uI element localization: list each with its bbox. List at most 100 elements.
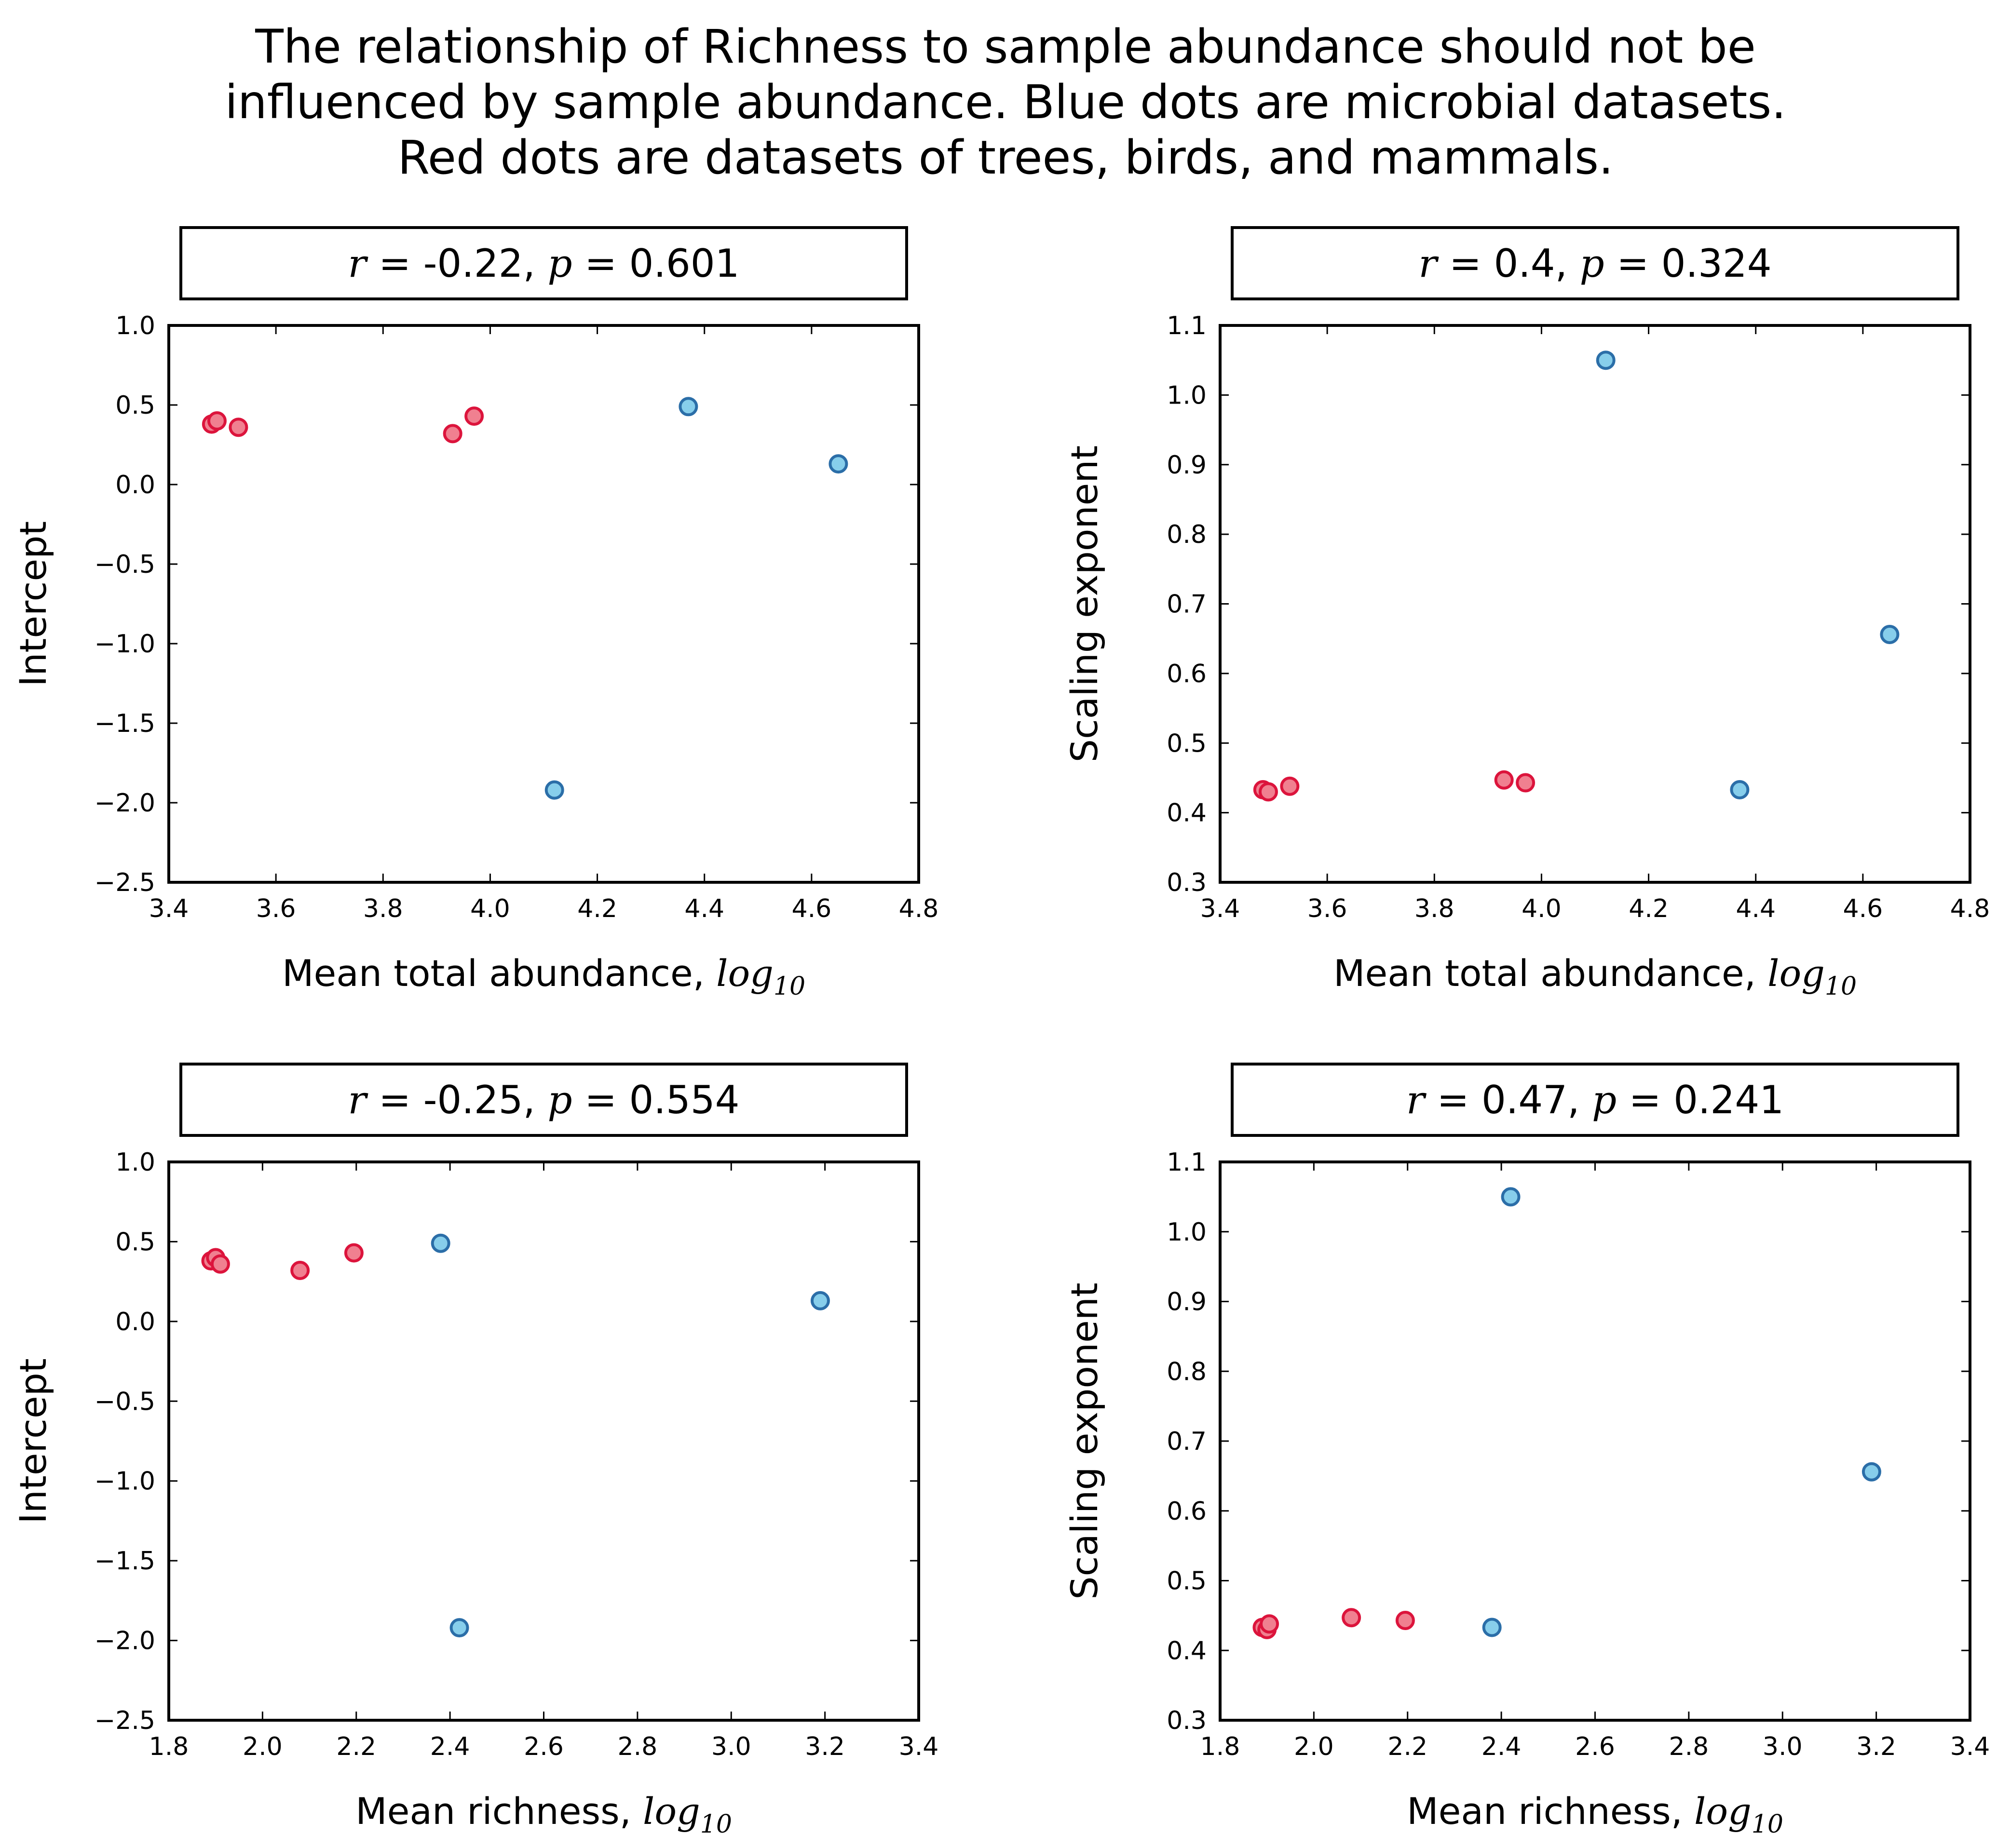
macro-dataset-point-4	[443, 424, 462, 444]
y-tick-label: 0.6	[1167, 660, 1207, 688]
x-tick-label: 3.8	[1414, 894, 1454, 923]
macro-dataset-point-3	[1280, 776, 1300, 796]
y-tick-label: 0.9	[1167, 451, 1207, 480]
panel-4: r = 0.47, p = 0.241 1.8 2.0 2.2 2.4 2.6 2.8 3.0…	[1063, 1063, 1990, 1839]
x-tick-label: 2.2	[336, 1732, 376, 1761]
p-symbol: p	[547, 241, 572, 286]
y-tick-label: 0.4	[1167, 1636, 1207, 1665]
y-tick-label: 0.5	[1167, 729, 1207, 758]
y-tick-label: 0.8	[1167, 520, 1207, 549]
x-tick-label: 2.6	[1575, 1732, 1615, 1761]
microbial-dataset-point-3	[1880, 625, 1900, 645]
x-axis-label-sub: 10	[1752, 1810, 1783, 1839]
y-axis-label: Scaling exponent	[1063, 445, 1106, 762]
plot-frame	[1219, 324, 1971, 884]
y-tick-label: 0.5	[115, 1228, 155, 1256]
macro-dataset-point-5	[464, 406, 484, 426]
x-tick-label: 3.0	[1763, 1732, 1803, 1761]
macro-dataset-point-4	[1342, 1608, 1361, 1628]
y-tick-label: 0.3	[1167, 868, 1207, 897]
y-tick-label: 0.5	[1167, 1567, 1207, 1596]
y-tick-label: 0.3	[1167, 1706, 1207, 1735]
x-axis-label-sub: 10	[700, 1810, 732, 1839]
x-tick-label: 4.4	[684, 894, 724, 923]
r-symbol: r	[348, 241, 368, 286]
x-axis-label-log: log	[1694, 1790, 1752, 1833]
y-tick-label: 0.7	[1167, 590, 1207, 619]
x-tick-label: 4.6	[1843, 894, 1883, 923]
y-tick-label: −2.5	[95, 1706, 155, 1735]
plot-frame	[1219, 1160, 1971, 1722]
y-tick-label: 1.0	[1167, 381, 1207, 410]
x-tick-label: 4.2	[577, 894, 617, 923]
macro-dataset-point-4	[290, 1260, 310, 1280]
x-axis-label-text: Mean richness,	[355, 1790, 643, 1833]
macro-dataset-point-5	[1395, 1611, 1415, 1631]
macro-dataset-point-2	[207, 411, 227, 431]
y-tick-label: 0.0	[115, 471, 155, 499]
x-tick-label: 4.2	[1629, 894, 1669, 923]
stats-label: r = 0.4, p = 0.324	[1418, 241, 1771, 286]
panel-3: r = -0.25, p = 0.554 1.8 2.0 2.2 2.4 2.6 2.8 3.…	[12, 1063, 938, 1839]
x-axis-label: Mean richness, log10	[355, 1790, 732, 1839]
x-axis-label-sub: 10	[1825, 972, 1857, 1001]
x-axis-label: Mean total abundance, log10	[282, 952, 805, 1001]
r-value: = -0.22,	[367, 241, 548, 286]
x-tick-label: 3.4	[1950, 1732, 1990, 1761]
figure-title-line-2: influenced by sample abundance. Blue dot…	[225, 75, 1786, 129]
y-tick-label: 0.6	[1167, 1497, 1207, 1526]
x-axis-label: Mean richness, log10	[1407, 1790, 1783, 1839]
p-symbol: p	[1580, 241, 1604, 286]
y-tick-label: −0.5	[95, 1387, 155, 1416]
y-tick-label: 0.7	[1167, 1427, 1207, 1456]
r-symbol: r	[1406, 1078, 1427, 1122]
p-value: = 0.554	[572, 1078, 740, 1122]
microbial-dataset-point-2	[449, 1618, 469, 1638]
x-axis-label-sub: 10	[774, 972, 805, 1001]
y-axis-label: Intercept	[12, 1358, 54, 1524]
y-tick-label: 0.8	[1167, 1357, 1207, 1386]
macro-dataset-point-5	[344, 1243, 364, 1263]
microbial-dataset-point-1	[1482, 1618, 1502, 1637]
figure-title-line-3: Red dots are datasets of trees, birds, a…	[397, 131, 1614, 185]
stats-box	[179, 1063, 908, 1137]
p-value: = 0.241	[1617, 1078, 1784, 1122]
microbial-dataset-point-1	[431, 1233, 450, 1253]
p-symbol: p	[1592, 1078, 1617, 1122]
y-tick-label: −2.5	[95, 868, 155, 897]
panel-1: r = -0.22, p = 0.601 3.4 3.6 3.8 4.0 4.2 4.4 4.…	[12, 226, 938, 1001]
x-tick-label: 4.0	[470, 894, 510, 923]
stats-label: r = -0.25, p = 0.554	[348, 1078, 739, 1122]
microbial-dataset-point-3	[1862, 1462, 1881, 1482]
x-tick-label: 4.0	[1522, 894, 1562, 923]
x-tick-label: 2.4	[430, 1732, 470, 1761]
x-axis-label-log: log	[1767, 952, 1825, 995]
p-value: = 0.601	[572, 241, 740, 286]
stats-box	[1231, 226, 1959, 300]
x-tick-label: 1.8	[149, 1732, 189, 1761]
r-value: = 0.4,	[1437, 241, 1580, 286]
x-axis-label: Mean total abundance, log10	[1333, 952, 1857, 1001]
x-axis-label-text: Mean total abundance,	[1333, 952, 1767, 995]
microbial-dataset-point-1	[1596, 351, 1616, 370]
y-tick-label: −2.0	[95, 789, 155, 818]
x-tick-label: 2.6	[524, 1732, 564, 1761]
x-axis-label-log: log	[716, 952, 774, 995]
y-tick-label: 1.0	[115, 311, 155, 340]
x-tick-label: 2.8	[618, 1732, 658, 1761]
r-value: = -0.25,	[367, 1078, 548, 1122]
y-tick-label: −1.0	[95, 1467, 155, 1496]
x-tick-label: 3.0	[711, 1732, 751, 1761]
x-tick-label: 2.0	[1294, 1732, 1334, 1761]
x-tick-label: 2.4	[1481, 1732, 1522, 1761]
r-symbol: r	[348, 1078, 368, 1122]
x-tick-label: 3.8	[363, 894, 403, 923]
y-tick-label: 1.1	[1167, 1148, 1207, 1177]
stats-box	[1231, 1063, 1959, 1137]
x-tick-label: 2.8	[1669, 1732, 1709, 1761]
y-tick-label: −0.5	[95, 550, 155, 579]
plot-frame	[167, 1160, 920, 1722]
stats-box	[179, 226, 908, 300]
stats-label: r = 0.47, p = 0.241	[1406, 1078, 1784, 1122]
y-tick-label: 0.9	[1167, 1288, 1207, 1317]
